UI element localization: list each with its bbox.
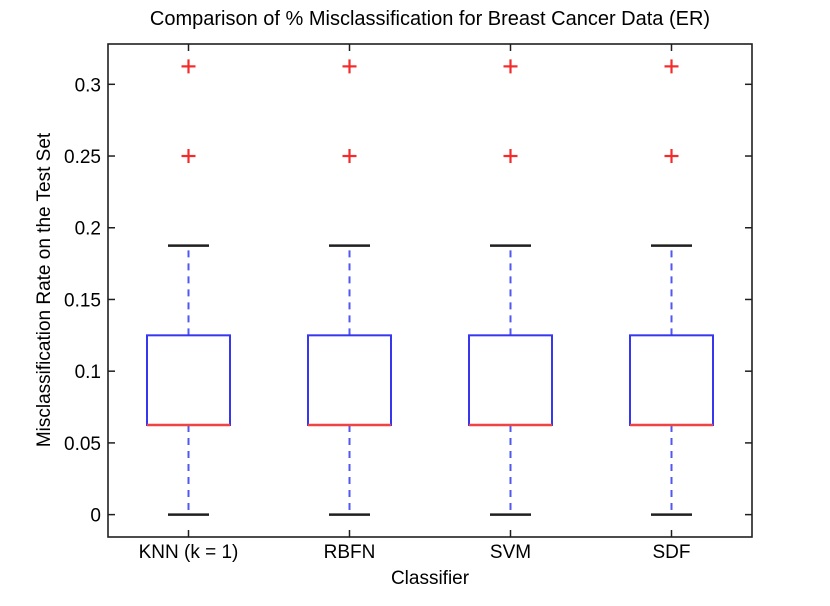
plot-frame xyxy=(107,43,753,538)
outlier-plus-marker xyxy=(342,149,357,164)
iqr-box xyxy=(146,334,231,426)
outlier-plus-marker xyxy=(342,59,357,74)
y-tick-label: 0 xyxy=(90,506,101,527)
outlier-plus-marker xyxy=(503,59,518,74)
y-tick-label: 0.3 xyxy=(75,75,101,96)
x-tick-label: KNN (k = 1) xyxy=(139,542,239,563)
x-tick-label: RBFN xyxy=(324,542,376,563)
x-tick-label: SVM xyxy=(490,542,531,563)
x-axis-label: Classifier xyxy=(390,568,470,589)
x-axis-ticks: KNN (k = 1) RBFN SVM SDF xyxy=(139,44,691,563)
iqr-box xyxy=(629,334,714,426)
y-tick-label: 0.25 xyxy=(64,147,101,168)
boxplot-group-sdf xyxy=(629,59,714,516)
outlier-plus-marker xyxy=(181,149,196,164)
y-axis-ticks: 0 0.05 0.1 0.15 0.2 0.25 0.3 xyxy=(64,75,752,527)
boxplot-group-rbfn xyxy=(307,59,392,516)
boxplot-group-knn-k-1 xyxy=(146,59,231,516)
y-tick-label: 0.2 xyxy=(75,219,101,240)
y-tick-label: 0.1 xyxy=(75,362,101,383)
x-tick-label: SDF xyxy=(653,542,691,563)
outlier-plus-marker xyxy=(664,149,679,164)
iqr-box xyxy=(468,334,553,426)
iqr-box xyxy=(307,334,392,426)
chart-title: Comparison of % Misclassification for Br… xyxy=(149,8,711,30)
outlier-plus-marker xyxy=(181,59,196,74)
outlier-plus-marker xyxy=(664,59,679,74)
y-tick-label: 0.15 xyxy=(64,290,101,311)
y-tick-label: 0.05 xyxy=(64,434,101,455)
boxplot-group-svm xyxy=(468,59,553,516)
outlier-plus-marker xyxy=(503,149,518,164)
